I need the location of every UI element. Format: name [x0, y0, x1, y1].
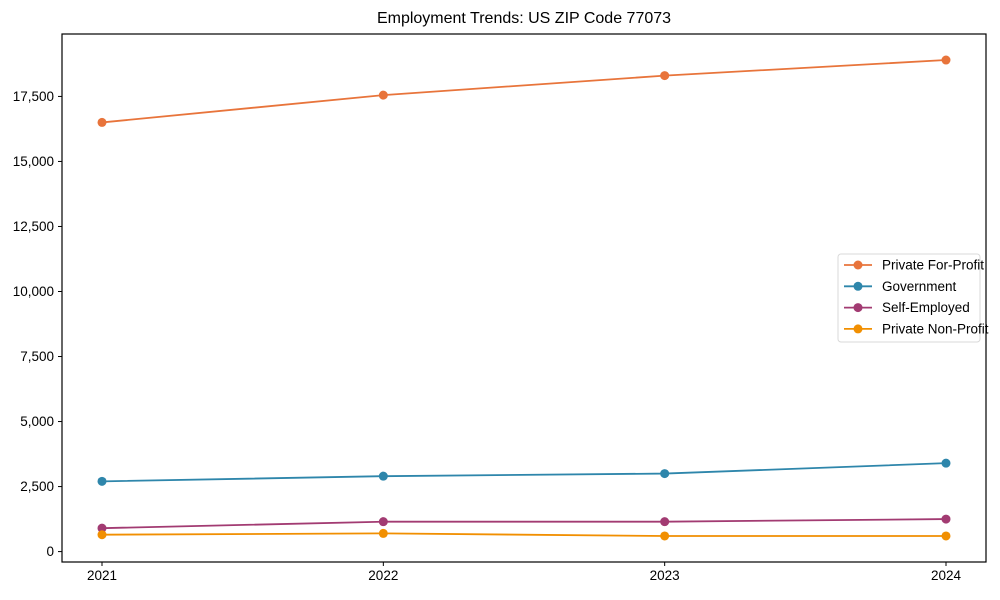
data-point-marker	[378, 90, 388, 100]
y-tick-label: 7,500	[20, 349, 54, 364]
series-line	[101, 518, 947, 530]
data-point-marker	[97, 523, 107, 533]
x-tick-label: 2021	[87, 568, 117, 583]
legend-label: Government	[882, 279, 957, 294]
data-point-marker	[941, 531, 951, 541]
legend-marker-icon	[853, 324, 863, 334]
x-tick-label: 2022	[368, 568, 398, 583]
y-tick-label: 0	[46, 544, 54, 559]
data-point-marker	[97, 530, 107, 540]
series-line	[101, 532, 947, 537]
data-point-marker	[941, 55, 951, 65]
series-line	[101, 462, 947, 483]
x-tick-label: 2023	[650, 568, 680, 583]
y-tick-label: 10,000	[13, 284, 54, 299]
y-tick-label: 5,000	[20, 414, 54, 429]
legend-label: Private Non-Profit	[882, 321, 989, 336]
legend-marker-icon	[853, 281, 863, 291]
x-tick-label: 2024	[931, 568, 962, 583]
y-tick-label: 15,000	[13, 154, 54, 169]
y-tick-label: 12,500	[13, 219, 54, 234]
data-point-marker	[941, 514, 951, 524]
data-point-marker	[660, 469, 670, 479]
legend-marker-icon	[853, 260, 863, 270]
legend-label: Self-Employed	[882, 300, 970, 315]
legend-marker-icon	[853, 303, 863, 313]
chart-title: Employment Trends: US ZIP Code 77073	[376, 10, 672, 27]
data-point-marker	[660, 517, 670, 527]
series-line	[101, 59, 947, 124]
data-point-marker	[97, 117, 107, 127]
data-point-marker	[378, 471, 388, 481]
data-point-marker	[660, 71, 670, 81]
data-point-marker	[660, 531, 670, 541]
data-point-marker	[378, 517, 388, 527]
data-point-marker	[941, 458, 951, 468]
legend-box	[837, 253, 981, 343]
legend-label: Private For-Profit	[882, 258, 984, 273]
data-point-marker	[97, 476, 107, 486]
data-point-marker	[378, 528, 388, 538]
y-tick-label: 2,500	[20, 479, 54, 494]
y-tick-label: 17,500	[13, 89, 54, 104]
